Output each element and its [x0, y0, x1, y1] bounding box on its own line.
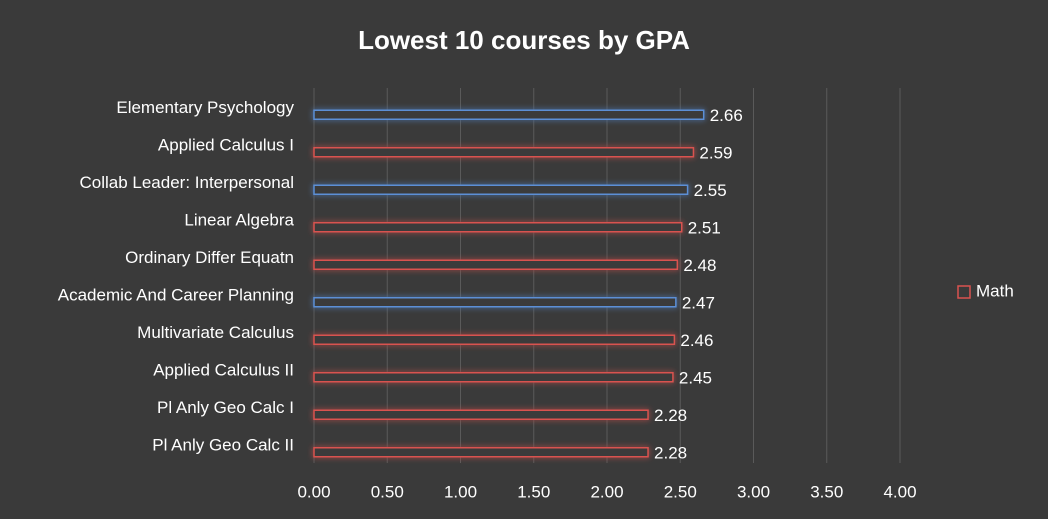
x-tick-label: 4.00 [883, 482, 916, 501]
value-label: 2.48 [683, 256, 716, 275]
y-tick-label: Collab Leader: Interpersonal [79, 173, 294, 192]
bar [313, 372, 674, 383]
y-tick-label: Ordinary Differ Equatn [125, 248, 294, 267]
x-tick-label: 2.50 [664, 482, 697, 501]
chart-title: Lowest 10 courses by GPA [358, 25, 690, 55]
x-tick-label: 0.00 [297, 482, 330, 501]
bar [313, 447, 649, 458]
bar [313, 222, 683, 233]
y-tick-label: Linear Algebra [184, 211, 294, 230]
bar [313, 147, 695, 158]
y-tick-label: Applied Calculus I [158, 136, 294, 155]
bar [313, 334, 676, 345]
value-label: 2.51 [688, 219, 721, 238]
x-tick-label: 1.00 [444, 482, 477, 501]
bar [313, 409, 649, 420]
bar [313, 259, 679, 270]
value-label: 2.66 [710, 106, 743, 125]
y-tick-label: Academic And Career Planning [58, 286, 294, 305]
x-tick-label: 3.50 [810, 482, 843, 501]
value-label: 2.47 [682, 294, 715, 313]
y-tick-label: Multivariate Calculus [137, 323, 294, 342]
y-tick-label: Applied Calculus II [153, 361, 294, 380]
x-tick-label: 2.00 [590, 482, 623, 501]
x-tick-label: 0.50 [371, 482, 404, 501]
value-label: 2.46 [680, 331, 713, 350]
legend-label: Math [976, 281, 1014, 300]
bar [313, 297, 677, 308]
x-tick-label: 1.50 [517, 482, 550, 501]
y-tick-label: Elementary Psychology [116, 98, 294, 117]
x-tick-label: 3.00 [737, 482, 770, 501]
value-label: 2.28 [654, 444, 687, 463]
value-label: 2.45 [679, 369, 712, 388]
y-tick-label: Pl Anly Geo Calc I [157, 398, 294, 417]
y-tick-label: Pl Anly Geo Calc II [152, 436, 294, 455]
value-label: 2.28 [654, 406, 687, 425]
bar [313, 184, 689, 195]
bar [313, 109, 705, 120]
value-label: 2.55 [694, 181, 727, 200]
value-label: 2.59 [699, 144, 732, 163]
legend-swatch [957, 285, 971, 299]
